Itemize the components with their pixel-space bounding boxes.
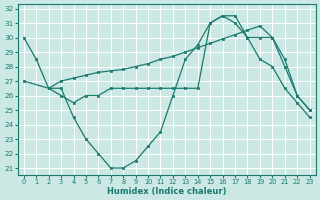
X-axis label: Humidex (Indice chaleur): Humidex (Indice chaleur) — [107, 187, 227, 196]
